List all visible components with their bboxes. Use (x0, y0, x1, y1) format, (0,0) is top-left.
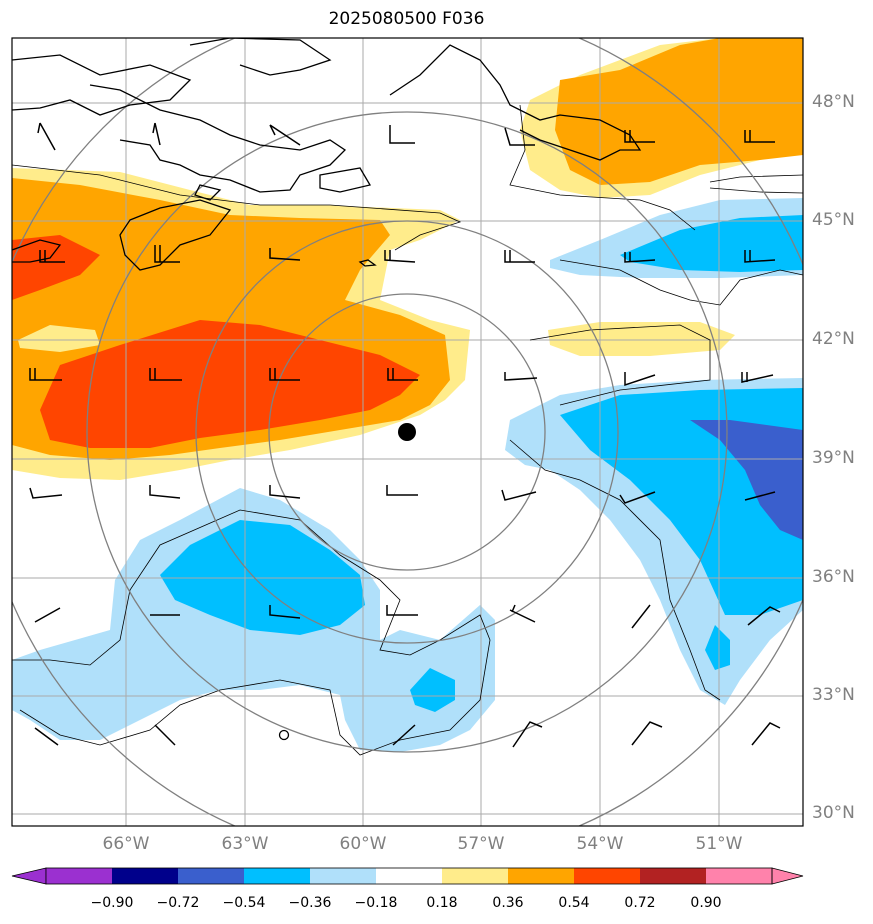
lat-label-45n: 45°N (812, 210, 855, 230)
lon-label-54w: 54°W (576, 834, 624, 854)
contour-fill-0.36-northeast (555, 38, 803, 185)
colorbar-tick-label: −0.36 (288, 895, 332, 911)
lat-label-33n: 33°N (812, 685, 855, 705)
colorbar-tick-label: 0.18 (426, 895, 458, 911)
lat-label-39n: 39°N (812, 448, 855, 468)
contour-lines (12, 104, 803, 756)
map-frame (11, 37, 804, 827)
lon-label-66w: 66°W (102, 834, 150, 854)
colorbar (11, 867, 804, 885)
lon-label-57w: 57°W (457, 834, 505, 854)
colorbar-tick-label: 0.72 (624, 895, 656, 911)
contour-fill-neg0.36-small2 (410, 668, 455, 712)
colorbar-tick-label: 0.90 (690, 895, 722, 911)
contour-fill-neg0.54-southeast (690, 420, 803, 540)
colorbar-tick-label: −0.54 (222, 895, 266, 911)
contour-fill-0.72-west (40, 320, 420, 448)
storm-center-marker (398, 423, 416, 441)
range-rings (12, 38, 803, 826)
colorbar-tick-label: 0.54 (558, 895, 590, 911)
coastlines (12, 38, 642, 271)
lat-label-36n: 36°N (812, 567, 855, 587)
lat-label-42n: 42°N (812, 329, 855, 349)
lat-label-48n: 48°N (812, 92, 855, 112)
small-open-circle-marker (278, 729, 290, 741)
colorbar-tick-label: −0.72 (156, 895, 200, 911)
contour-fill-neg0.36-small (705, 625, 730, 670)
lon-label-63w: 63°W (221, 834, 269, 854)
colorbar-tick-label: −0.18 (354, 895, 398, 911)
lon-label-60w: 60°W (339, 834, 387, 854)
contour-fill-0.18-hole (18, 325, 100, 352)
contour-fill-0.18-east-bar (548, 322, 735, 356)
colorbar-tick-label: −0.90 (90, 895, 134, 911)
contour-fill-0.72-westedge (12, 235, 100, 300)
lat-label-30n: 30°N (812, 803, 855, 823)
lon-label-51w: 51°W (695, 834, 743, 854)
colorbar-tick-label: 0.36 (492, 895, 524, 911)
map-title: 2025080500 F036 (328, 9, 485, 29)
map-panel (12, 38, 803, 826)
contour-fill-neg0.36-east (620, 215, 803, 272)
wind-barbs (29, 122, 781, 748)
